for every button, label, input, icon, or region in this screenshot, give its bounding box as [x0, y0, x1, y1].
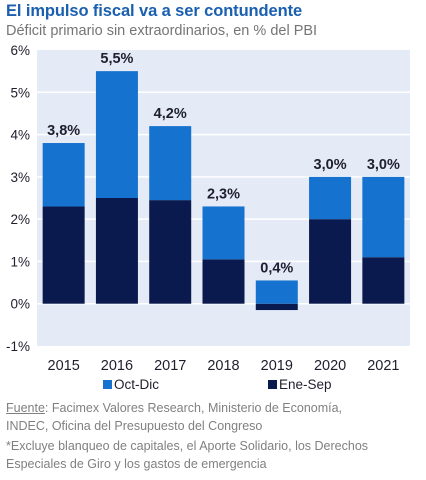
y-tick-label: 3%	[10, 170, 30, 185]
data-label: 0,4%	[260, 260, 293, 276]
bar-oct-dic	[42, 143, 85, 207]
legend-item-oct-dic: Oct-Dic	[103, 377, 159, 392]
bar-ene-sep	[362, 257, 405, 304]
y-tick-label: 6%	[10, 43, 30, 58]
y-tick-label: 0%	[10, 297, 30, 312]
bar-ene-sep	[95, 198, 138, 304]
y-tick-label: 1%	[10, 254, 30, 269]
chart-subtitle: Déficit primario sin extraordinarios, en…	[6, 23, 318, 39]
source-line-1: Fuente: Facimex Valores Research, Minist…	[6, 400, 342, 417]
bar-ene-sep	[149, 200, 192, 304]
legend-label-ene-sep: Ene-Sep	[279, 377, 332, 392]
data-label: 3,8%	[47, 123, 80, 139]
data-label: 5,5%	[100, 51, 133, 67]
x-tick-label: 2015	[48, 358, 80, 372]
bar-ene-sep	[202, 259, 245, 304]
bar-oct-dic	[202, 206, 245, 260]
data-label: 3,0%	[367, 157, 400, 173]
y-tick-label: 4%	[10, 128, 30, 143]
data-label: 4,2%	[154, 106, 187, 122]
bar-oct-dic	[362, 176, 405, 258]
bar-oct-dic	[309, 176, 352, 220]
y-tick-label: 2%	[10, 212, 30, 227]
x-tick-label: 2016	[101, 358, 133, 372]
bar-ene-sep	[255, 303, 298, 311]
source-line-2: INDEC, Oficina del Presupuesto del Congr…	[6, 419, 263, 433]
bar-ene-sep	[309, 219, 352, 304]
data-label: 2,3%	[207, 186, 240, 202]
note-line-1: *Excluye blanqueo de capitales, el Aport…	[6, 439, 369, 453]
y-tick-label: -1%	[6, 339, 30, 354]
legend-swatch-oct-dic	[103, 380, 112, 389]
x-tick-label: 2019	[261, 358, 293, 372]
x-tick-label: 2017	[154, 358, 186, 372]
bar-oct-dic	[149, 126, 192, 201]
bar-chart: -1% 0% 1% 2% 3% 4% 5% 6% 3,8% 2015 5,5% 2016 4,2% 201…	[6, 43, 410, 372]
note-line-2: Especiales de Giro y los gastos de emerg…	[6, 457, 267, 471]
chart-title: El impulso fiscal va a ser contundente	[6, 2, 303, 20]
y-tick-label: 5%	[10, 85, 30, 100]
legend-swatch-ene-sep	[268, 380, 277, 389]
legend-label-oct-dic: Oct-Dic	[114, 377, 159, 392]
bar-oct-dic	[255, 280, 298, 304]
x-tick-label: 2021	[367, 358, 399, 372]
bar-ene-sep	[42, 206, 85, 304]
x-tick-label: 2018	[207, 358, 239, 372]
legend-item-ene-sep: Ene-Sep	[268, 377, 332, 392]
source-label: Fuente	[6, 401, 45, 415]
bar-oct-dic	[95, 71, 138, 198]
data-label: 3,0%	[314, 157, 347, 173]
source-text-1: : Facimex Valores Research, Ministerio d…	[44, 401, 343, 415]
x-tick-label: 2020	[314, 358, 346, 372]
